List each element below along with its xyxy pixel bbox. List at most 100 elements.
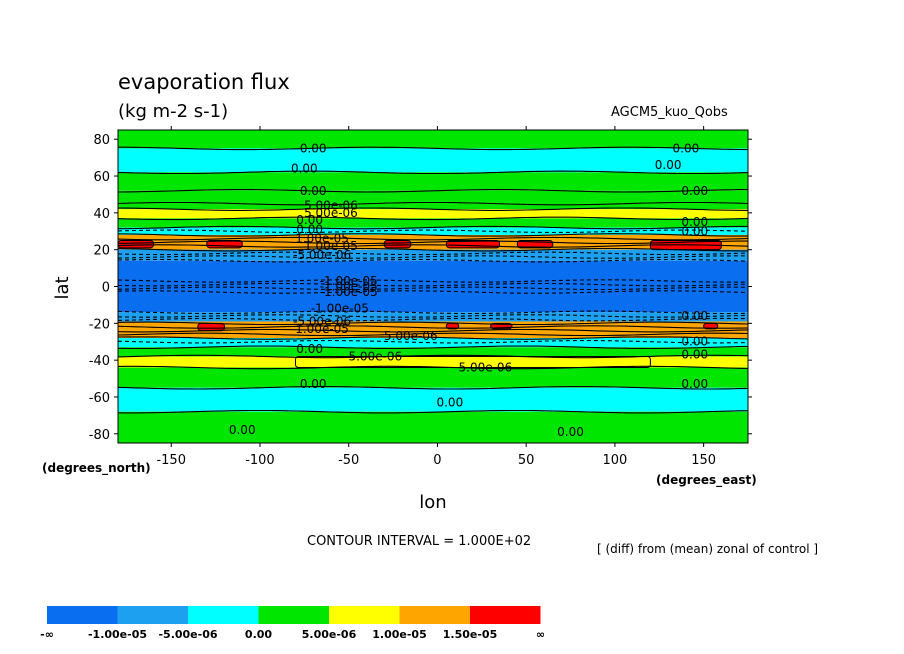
contour-line-23 bbox=[117, 321, 749, 326]
x-tick-label-2: -50 bbox=[338, 453, 359, 468]
contour-label-3: 0.00 bbox=[655, 158, 682, 172]
x-tick-label-5: 100 bbox=[602, 453, 627, 468]
contour-line-29 bbox=[117, 345, 749, 350]
contour-label-32: 0.00 bbox=[557, 425, 584, 439]
contour-line-10 bbox=[117, 240, 748, 245]
contour-line-9 bbox=[117, 236, 749, 241]
contour-label-8: 0.00 bbox=[296, 213, 323, 227]
contour-line-14 bbox=[117, 255, 749, 259]
contour-line-28 bbox=[117, 339, 749, 344]
contour-interval: CONTOUR INTERVAL = 1.000E+02 bbox=[307, 534, 532, 549]
contour-label-17: -1.00e-05 bbox=[320, 285, 378, 299]
contour-label-6: 5.00e-06 bbox=[304, 198, 358, 212]
contour-label-26: 0.00 bbox=[681, 348, 708, 362]
colorbar-swatch-4 bbox=[329, 606, 400, 624]
colorbar-swatch-0 bbox=[47, 606, 118, 624]
contour-line-15 bbox=[117, 258, 749, 263]
contour-label-21: 5.00e-06 bbox=[384, 329, 438, 343]
contour-label-28: 0.00 bbox=[300, 377, 327, 391]
colorbar-label-1: -1.00e-05 bbox=[88, 628, 147, 641]
band-13 bbox=[118, 347, 748, 357]
contour-label-29: 0.00 bbox=[681, 377, 708, 391]
x-unit-label: (degrees_east) bbox=[656, 473, 757, 488]
contour-line-32 bbox=[117, 386, 749, 390]
x-tick-label-4: 50 bbox=[518, 453, 535, 468]
contour-line-11 bbox=[117, 244, 749, 248]
x-tick-label-0: -150 bbox=[156, 453, 186, 468]
colorbar-label-0: -∞ bbox=[40, 628, 54, 641]
contour-label-13: 1.00e-05 bbox=[304, 239, 358, 253]
contour-line-1 bbox=[117, 170, 749, 175]
y-unit-label: (degrees_north) bbox=[42, 461, 151, 476]
band-15 bbox=[118, 367, 748, 388]
band-4 bbox=[118, 209, 748, 219]
contour-label-27: 5.00e-06 bbox=[459, 361, 513, 375]
contour-line-4 bbox=[117, 207, 749, 211]
colorbar-swatch-5 bbox=[399, 606, 470, 624]
band-0 bbox=[118, 130, 748, 149]
x-tick-label-1: -100 bbox=[245, 453, 275, 468]
contour-line-18 bbox=[117, 286, 749, 291]
contour-label-0: 0.00 bbox=[300, 141, 327, 155]
band-6 bbox=[118, 227, 748, 235]
chart-units: (kg m-2 s-1) bbox=[118, 101, 229, 122]
contour-line-21 bbox=[117, 314, 749, 318]
colorbar-label-5: 1.00e-05 bbox=[372, 628, 426, 641]
y-tick-label-5: -20 bbox=[89, 317, 110, 332]
y-tick-label-6: -40 bbox=[89, 354, 110, 369]
contour-line-0 bbox=[118, 146, 749, 151]
contour-label-14: -5.00e-06 bbox=[293, 248, 351, 262]
contour-label-12: 1.00e-05 bbox=[295, 232, 349, 246]
contour-line-12 bbox=[117, 247, 748, 252]
x-tick-label-3: 0 bbox=[433, 453, 441, 468]
contour-line-30 bbox=[117, 354, 749, 359]
y-tick-label-2: 40 bbox=[93, 207, 110, 222]
contour-line-3 bbox=[117, 201, 749, 206]
contour-label-31: 0.00 bbox=[229, 423, 256, 437]
colorbar-swatch-2 bbox=[188, 606, 259, 624]
contour-label-2: 0.00 bbox=[291, 162, 318, 176]
contour-label-24: 0.00 bbox=[296, 342, 323, 356]
contour-label-23: 0.00 bbox=[681, 335, 708, 349]
band-8 bbox=[118, 249, 748, 261]
band-1 bbox=[118, 148, 748, 173]
expression-label: [ (diff) from (mean) zonal of control ] bbox=[597, 542, 819, 556]
contour-label-19: -5.00e-06 bbox=[293, 314, 351, 328]
y-tick-label-7: -60 bbox=[89, 391, 110, 406]
patch-2 bbox=[383, 239, 412, 249]
contour-line-8 bbox=[117, 233, 748, 237]
contour-label-15: -1.00e-05 bbox=[320, 274, 378, 288]
y-tick-label-3: 20 bbox=[93, 244, 110, 259]
contour-label-9: 0.00 bbox=[681, 215, 708, 229]
contour-label-4: 0.00 bbox=[300, 184, 327, 198]
contour-label-11: 0.00 bbox=[681, 224, 708, 238]
y-tick-label-8: -80 bbox=[89, 428, 110, 443]
patch-0 bbox=[117, 239, 154, 249]
contour-label-30: 0.00 bbox=[436, 395, 463, 409]
contour-line-22 bbox=[117, 317, 749, 322]
colorbar-label-4: 5.00e-06 bbox=[302, 628, 357, 641]
contour-line-24 bbox=[117, 325, 749, 329]
contour-line-7 bbox=[117, 229, 749, 234]
patch-10 bbox=[294, 355, 651, 369]
contour-line-26 bbox=[117, 332, 749, 337]
contour-line-25 bbox=[117, 328, 749, 333]
contour-line-31 bbox=[117, 365, 749, 370]
contour-line-33 bbox=[117, 409, 749, 414]
contour-line-13 bbox=[117, 251, 749, 256]
band-9 bbox=[118, 260, 748, 313]
contour-line-5 bbox=[117, 216, 749, 221]
contour-label-7: 5.00e-06 bbox=[304, 206, 358, 220]
y-tick-label-0: 80 bbox=[93, 133, 110, 148]
y-axis-title: lat bbox=[52, 276, 73, 299]
colorbar-label-6: 1.50e-05 bbox=[443, 628, 497, 641]
contour-line-17 bbox=[117, 282, 749, 287]
colorbar-swatch-1 bbox=[117, 606, 188, 624]
contour-line-16 bbox=[117, 279, 749, 283]
band-17 bbox=[118, 411, 748, 443]
x-tick-label-6: 150 bbox=[691, 453, 716, 468]
colorbar-swatch-6 bbox=[470, 606, 541, 624]
contour-line-20 bbox=[117, 310, 749, 315]
colorbar-label-7: ∞ bbox=[536, 628, 545, 641]
y-tick-label-1: 60 bbox=[93, 170, 110, 185]
